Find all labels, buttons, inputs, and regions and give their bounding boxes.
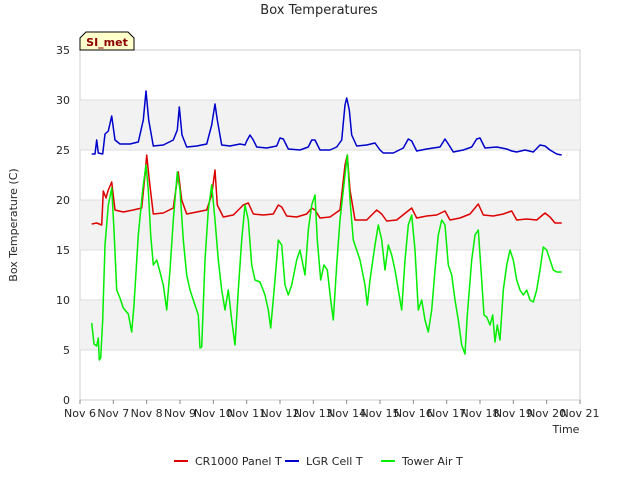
y-tick-label: 30 <box>56 94 70 107</box>
legend-label-lgr-cell-t: LGR Cell T <box>306 455 363 468</box>
x-tick-label: Nov 14 <box>327 407 366 420</box>
x-tick-label: Nov 19 <box>494 407 533 420</box>
x-tick-label: Nov 6 <box>64 407 96 420</box>
site-tag-label: SI_met <box>86 36 128 49</box>
plot-area <box>79 49 581 401</box>
x-tick-label: Nov 8 <box>131 407 163 420</box>
y-tick-label: 20 <box>56 194 70 207</box>
y-tick-label: 0 <box>63 394 70 407</box>
x-tick-label: Nov 7 <box>97 407 129 420</box>
x-tick-label: Nov 17 <box>427 407 466 420</box>
x-tick-label: Nov 21 <box>561 407 600 420</box>
x-tick-label: Nov 15 <box>361 407 400 420</box>
series-lines <box>90 90 562 361</box>
x-tick-label: Nov 13 <box>294 407 333 420</box>
series-line-tower-air-t <box>90 154 562 361</box>
series-line-lgr-cell-t <box>91 90 562 156</box>
site-tag-box <box>79 31 135 51</box>
band-5-10 <box>80 300 580 350</box>
x-axis-label: Time <box>552 423 580 436</box>
band-25-30 <box>80 100 580 150</box>
y-tick-label: 35 <box>56 44 70 57</box>
y-tick-label: 25 <box>56 144 70 157</box>
x-tick-label: Nov 12 <box>261 407 300 420</box>
x-tick-label: Nov 10 <box>194 407 233 420</box>
series-line-cr1000-panel-t <box>91 154 562 226</box>
x-tick-label: Nov 9 <box>164 407 196 420</box>
legend: CR1000 Panel T LGR Cell T Tower Air T <box>174 455 463 468</box>
shaded-bands <box>80 99 580 351</box>
legend-label-cr1000-panel-t: CR1000 Panel T <box>195 455 282 468</box>
y-tick-label: 10 <box>56 294 70 307</box>
x-tick-label: Nov 11 <box>227 407 266 420</box>
y-tick-label: 5 <box>63 344 70 357</box>
legend-label-tower-air-t: Tower Air T <box>401 455 463 468</box>
band-15-20 <box>80 200 580 250</box>
site-tag: SI_met <box>79 31 135 51</box>
y-axis-ticks: 0 5 10 15 20 25 30 35 <box>56 44 70 407</box>
x-tick-label: Nov 20 <box>527 407 566 420</box>
y-tick-label: 15 <box>56 244 70 257</box>
y-axis-label: Box Temperature (C) <box>7 168 20 281</box>
x-tick-label: Nov 16 <box>394 407 433 420</box>
x-tick-label: Nov 18 <box>461 407 500 420</box>
chart-title: Box Temperatures <box>260 3 378 18</box>
